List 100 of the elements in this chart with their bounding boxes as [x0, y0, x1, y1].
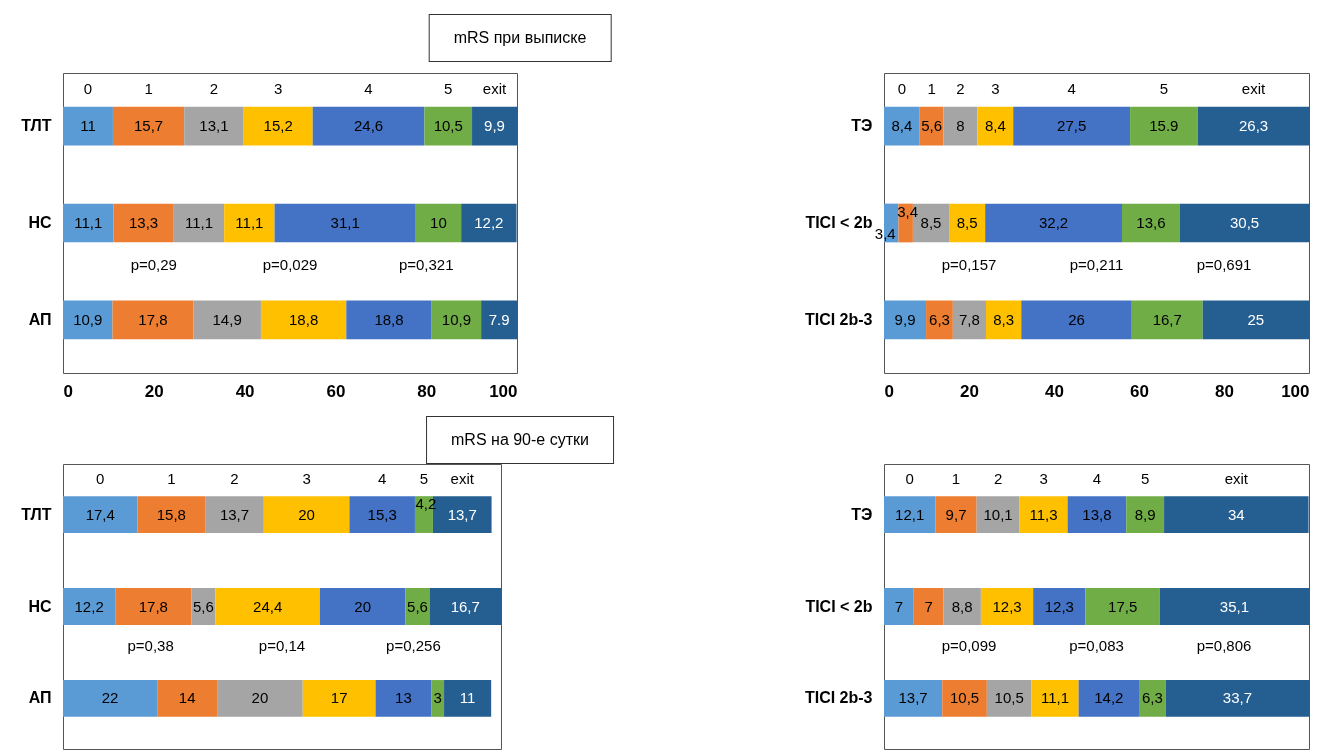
bar [943, 588, 981, 625]
annotation: p=0,211 [1069, 255, 1124, 273]
data-label: 13,6 [1136, 214, 1166, 231]
data-label: 11 [459, 689, 476, 707]
y-tick-label: НС [28, 214, 52, 231]
data-label: 8,8 [951, 597, 973, 615]
data-label: 14,9 [212, 310, 242, 328]
data-label: 7,8 [959, 310, 980, 328]
bar [63, 496, 138, 533]
bar [217, 680, 303, 717]
y-tick-label: АП [28, 310, 52, 328]
data-label: 22 [101, 689, 119, 707]
annotation: p=0,691 [1196, 255, 1252, 273]
data-label: 15,7 [133, 117, 164, 135]
bar [1164, 496, 1309, 533]
data-label: 13,7 [898, 689, 928, 707]
data-label: 15,3 [367, 505, 397, 523]
data-label: 10,9 [441, 310, 471, 328]
data-label: 18,8 [289, 310, 319, 328]
series-label: 0 [96, 470, 105, 488]
x-tick-label: 0 [884, 381, 894, 401]
series-label: exit [450, 470, 475, 488]
y-tick-label: ТЛТ [21, 505, 52, 523]
data-label: 11,1 [74, 214, 103, 231]
data-label: 10,5 [994, 689, 1024, 707]
data-label: 8,5 [956, 214, 978, 231]
data-label: 4,2 [415, 494, 437, 512]
data-label: 20 [251, 689, 269, 707]
bar [1139, 680, 1166, 717]
data-label: 17,8 [138, 310, 168, 328]
bar [976, 496, 1020, 533]
series-label: exit [1241, 80, 1267, 98]
bar [431, 680, 445, 717]
data-label: 7 [924, 597, 933, 615]
data-label: 15,8 [156, 505, 186, 523]
y-tick-label: ТЭ [851, 505, 873, 523]
chart-title: mRS на 90-е сутки [426, 416, 614, 464]
data-label: 13,7 [219, 505, 250, 523]
data-label: 8,5 [920, 214, 942, 231]
series-label: 0 [905, 470, 914, 488]
data-label: 8,9 [1134, 505, 1156, 523]
x-tick-label: 100 [1281, 381, 1310, 401]
data-label: 14,2 [1094, 689, 1124, 707]
data-label: 8,4 [984, 117, 1006, 135]
x-tick-label: 40 [235, 381, 255, 401]
series-label: 5 [1159, 80, 1169, 98]
bar [1085, 588, 1160, 625]
data-label: 3 [433, 689, 442, 707]
annotation: p=0,083 [1069, 637, 1124, 655]
data-label: 11,3 [1029, 505, 1058, 523]
series-label: 5 [1140, 470, 1150, 488]
bar [1067, 496, 1127, 533]
y-tick-label: TICI < 2b [805, 214, 873, 231]
annotation: p=0,029 [262, 255, 318, 273]
data-label: 13,8 [1082, 505, 1112, 523]
x-tick-label: 20 [144, 381, 164, 401]
data-label: 13 [395, 689, 412, 707]
bar [429, 588, 501, 625]
series-label: 5 [419, 470, 429, 488]
data-label: 20 [298, 505, 315, 523]
series-label: 1 [167, 470, 176, 488]
series-label: 3 [274, 80, 283, 98]
bar [1159, 588, 1309, 625]
data-label: 12,3 [992, 597, 1022, 615]
bar [1033, 588, 1086, 625]
data-label: 9,9 [484, 117, 505, 135]
bar [137, 496, 206, 533]
data-label: 11 [80, 117, 96, 135]
series-label: exit [1224, 470, 1249, 488]
data-label: 5,6 [407, 597, 428, 615]
data-label: 15.9 [1149, 117, 1179, 135]
x-tick-label: 80 [417, 381, 437, 401]
annotation: p=0,157 [941, 255, 997, 273]
bar [980, 588, 1034, 625]
data-label: 11,1 [1041, 689, 1070, 707]
data-label: 10 [430, 214, 447, 231]
bar [884, 496, 936, 533]
data-label: 17 [330, 689, 348, 707]
data-label: 10,5 [949, 689, 980, 707]
bar [302, 680, 376, 717]
series-label: 4 [1067, 80, 1076, 98]
series-label: 1 [927, 80, 936, 98]
y-tick-label: АП [28, 689, 52, 707]
data-label: 7 [894, 597, 904, 615]
data-label: 14 [178, 689, 196, 707]
bar [942, 680, 987, 717]
data-label: 16,7 [1152, 310, 1182, 328]
series-label: exit [482, 80, 508, 98]
annotation: p=0,806 [1196, 637, 1252, 655]
data-label: 11,1 [235, 214, 264, 231]
data-label: 24,4 [253, 597, 283, 615]
bar [444, 680, 492, 717]
data-label: 26 [1068, 310, 1085, 328]
x-tick-label: 60 [326, 381, 346, 401]
bar [1031, 680, 1079, 717]
annotation: p=0,256 [386, 637, 441, 655]
data-label: 10,9 [73, 310, 103, 328]
series-label: 4 [364, 80, 373, 98]
bar [63, 680, 158, 717]
bar [1165, 680, 1309, 717]
